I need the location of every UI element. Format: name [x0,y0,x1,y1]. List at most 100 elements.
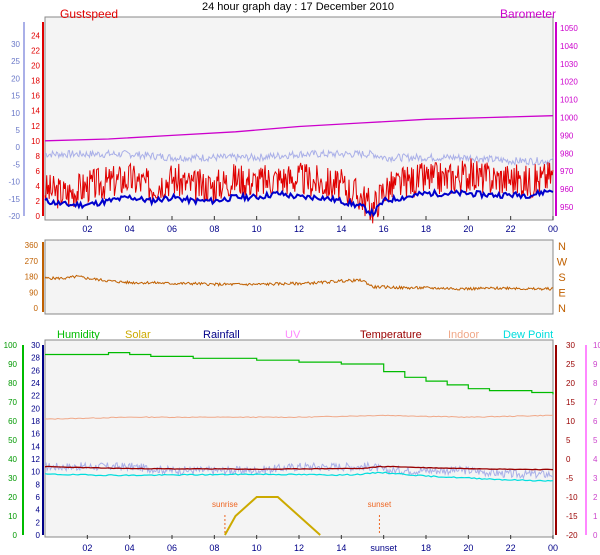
uv-tick-label: 3 [593,474,598,483]
gust-tick-label: 6 [36,167,41,176]
baro-tick-label: 1020 [560,78,578,87]
temp-tick-label: 10 [11,109,20,118]
temperature-tick-label: -20 [566,531,578,540]
rain-tick-label: 4 [36,506,41,515]
humidity-tick-label: 40 [8,455,17,464]
humidity-tick-label: 70 [8,398,17,407]
temperature-axis: 30 25 20 15 10 5 0 -5 -10 -15 -20 [555,341,578,540]
compass-label: E [558,288,565,300]
compass-label: N [558,241,566,253]
rain-tick-label: 14 [31,442,40,451]
multi-x-axis: 02 04 06 08 10 12 14 sunset 18 20 22 00 [82,535,558,553]
event-label: sunrise [212,500,238,509]
rain-tick-label: 8 [36,480,41,489]
humidity-tick-label: 90 [8,360,17,369]
compass-label: W [557,257,568,269]
temperature-tick-label: 30 [566,341,575,350]
x-tick-label: 18 [421,543,431,553]
rain-tick-label: 0 [36,531,41,540]
humidity-line [45,352,554,395]
temperature-tick-label: -15 [566,512,578,521]
x-tick-label: 18 [421,224,431,234]
baro-tick-label: 950 [560,203,574,212]
gust-tick-label: 22 [31,47,40,56]
compass-label: S [558,272,565,284]
solar-line [224,496,321,536]
gust-tick-label: 14 [31,107,40,116]
humidity-tick-label: 10 [8,512,17,521]
rain-tick-label: 12 [31,455,40,464]
humidity-tick-label: 50 [8,436,17,445]
barometer-line [44,115,554,142]
temp-line [44,148,554,167]
dewpoint-line [44,471,554,482]
baro-tick-label: 1030 [560,60,578,69]
uv-tick-label: 2 [593,493,598,502]
uv-tick-label: 0 [593,531,598,540]
dir-tick-label: 180 [25,273,39,282]
legend-item: Dew Point [503,329,553,341]
outdoor-band-line [44,461,554,480]
temp-tick-label: 5 [16,126,21,135]
rain-tick-label: 30 [31,341,40,350]
wind-series [44,115,554,224]
uv-tick-label: 10 [593,341,600,350]
baro-tick-label: 980 [560,149,574,158]
temp-tick-label: 15 [11,92,20,101]
temp-tick-label: 30 [11,40,20,49]
legend-item: Indoor [448,329,480,341]
temperature-tick-label: 20 [566,379,575,388]
direction-axis: 360 270 180 90 0 [25,241,44,313]
uv-tick-label: 6 [593,417,598,426]
legend-item: Humidity [57,329,100,341]
x-tick-label: 06 [167,543,177,553]
dir-tick-label: 270 [25,257,39,266]
gust-tick-label: 16 [31,92,40,101]
x-tick-label: 20 [463,543,473,553]
x-tick-label: 20 [463,224,473,234]
x-tick-label: 08 [209,543,219,553]
baro-tick-label: 990 [560,131,574,140]
uv-tick-label: 1 [593,512,598,521]
dir-tick-label: 90 [29,288,38,297]
x-tick-label: 12 [294,543,304,553]
gust-line [44,158,554,224]
temperature-tick-label: 10 [566,417,575,426]
x-tick-label: 14 [336,543,346,553]
temp-tick-label: 20 [11,74,20,83]
rain-tick-label: 24 [31,379,40,388]
x-tick-label: 00 [548,224,558,234]
temperature-line [44,465,554,471]
x-tick-label: 02 [82,224,92,234]
wind-temp-axis: 30 25 20 15 10 5 0 -5 -10 -15 -20 [8,22,25,221]
gust-tick-label: 12 [31,122,40,131]
temp-tick-label: -15 [8,195,20,204]
direction-panel-frame [44,239,554,315]
uv-tick-label: 4 [593,455,598,464]
legend-item: Solar [125,329,151,341]
temp-tick-label: -5 [13,160,21,169]
baro-tick-label: 1000 [560,114,578,123]
temperature-tick-label: -5 [566,474,574,483]
temperature-tick-label: 5 [566,436,571,445]
rain-tick-label: 20 [31,404,40,413]
wind-line [44,188,554,218]
temperature-tick-label: 0 [566,455,571,464]
rain-tick-label: 28 [31,354,40,363]
gust-tick-label: 8 [36,152,41,161]
wind-x-axis: 02 04 06 08 10 12 14 16 18 20 22 00 [82,216,558,234]
baro-tick-label: 1050 [560,24,578,33]
rain-tick-label: 10 [31,468,40,477]
rain-tick-label: 2 [36,518,41,527]
baro-tick-label: 970 [560,167,574,176]
event-label: sunset [368,500,392,509]
humidity-tick-label: 20 [8,493,17,502]
baro-tick-label: 1040 [560,42,578,51]
compass-label: N [558,303,566,315]
barometer-axis: 950 960 970 980 990 1000 1010 1020 1030 1040 1050 [555,22,578,216]
baro-tick-label: 1010 [560,96,578,105]
temp-tick-label: -10 [8,178,20,187]
multi-legend: Humidity Solar Rainfall UV Temperature Indoor… [57,329,553,341]
